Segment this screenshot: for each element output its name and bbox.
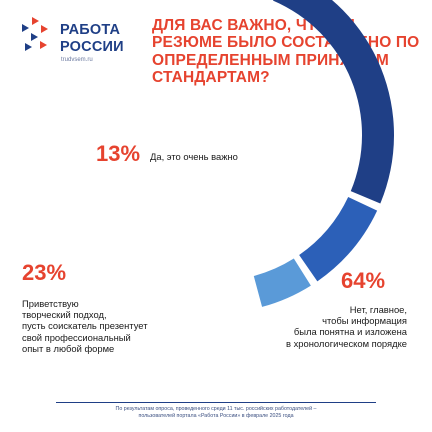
ring-slice-13 [253,258,311,307]
percent-label-13: 13% [96,141,141,166]
footer-note: По результатам опроса, проведенного сред… [40,406,392,419]
logo-word-rabota: РАБОТА [60,22,121,38]
footer-line-1: По результатам опроса, проведенного сред… [115,406,317,412]
slice-label-64-line: в хронологическом порядке [286,337,407,349]
slice-label-64-line: была понятна и изложена [293,326,407,338]
slice-label-23-line: творческий подход, [22,309,107,321]
slice-label-23-line: Приветствую [22,298,79,309]
logo-word-rossii: РОССИИ [60,39,124,55]
footer-line-2: пользователей портала «Работа России» в … [138,412,294,419]
slice-label-23: Приветствую творческий подход, пусть сои… [22,298,197,354]
slice-label-64-line: Нет, главное, [349,304,407,315]
slice-label-23-line: пусть соискатель презентует [22,320,148,332]
logo-arrows-icon [22,17,48,51]
slice-label-23-line: опыт в любой форме [22,342,115,354]
slice-label-64: Нет, главное, чтобы информация была поня… [215,304,407,349]
slice-label-23-line: свой профессиональный [22,331,131,343]
ring-slice-23 [299,197,378,282]
logo: РАБОТА РОССИИ trudvsem.ru [22,17,142,67]
ring-slice-64 [273,0,394,204]
logo-site: trudvsem.ru [61,57,93,63]
slice-label-13: Да, это очень важно [150,151,238,162]
percent-label-64: 64% [341,268,386,293]
percent-label-23: 23% [22,260,67,285]
footer-divider [56,402,376,403]
slice-label-64-line: чтобы информация [322,315,407,327]
